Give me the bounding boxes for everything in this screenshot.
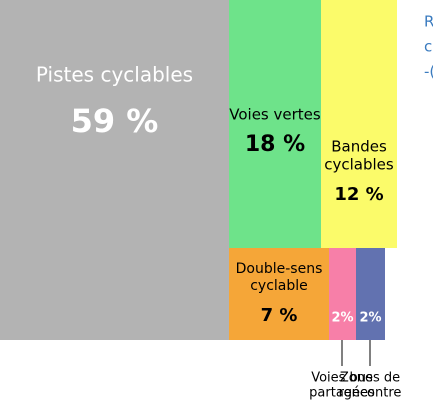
tile-label: Double-sens <box>236 261 323 277</box>
value-label: 7 % <box>261 305 298 326</box>
tile-label: cyclables <box>324 156 394 174</box>
note-text: c <box>424 38 432 56</box>
note-text: R <box>424 13 433 31</box>
tile <box>229 0 321 248</box>
tile <box>0 0 229 340</box>
value-label: 59 % <box>71 102 159 140</box>
value-label: 2% <box>331 311 353 326</box>
tile-label: Pistes cyclables <box>36 63 193 87</box>
tile-label: cyclable <box>250 278 308 294</box>
tile <box>321 0 397 248</box>
tile-label: Voies bus <box>311 371 373 386</box>
tile-label: partagées <box>309 386 375 401</box>
tile-label: Bandes <box>331 138 387 156</box>
value-label: 18 % <box>245 132 305 157</box>
tile-label: Voies vertes <box>229 106 321 124</box>
tile <box>329 248 356 340</box>
note-text: -( <box>424 63 433 81</box>
value-label: 12 % <box>334 184 383 205</box>
tile-label: rencontre <box>339 386 402 401</box>
tile <box>229 248 329 340</box>
tile <box>356 248 385 340</box>
value-label: 2% <box>359 311 381 326</box>
tile-label: Zones de <box>340 371 400 386</box>
